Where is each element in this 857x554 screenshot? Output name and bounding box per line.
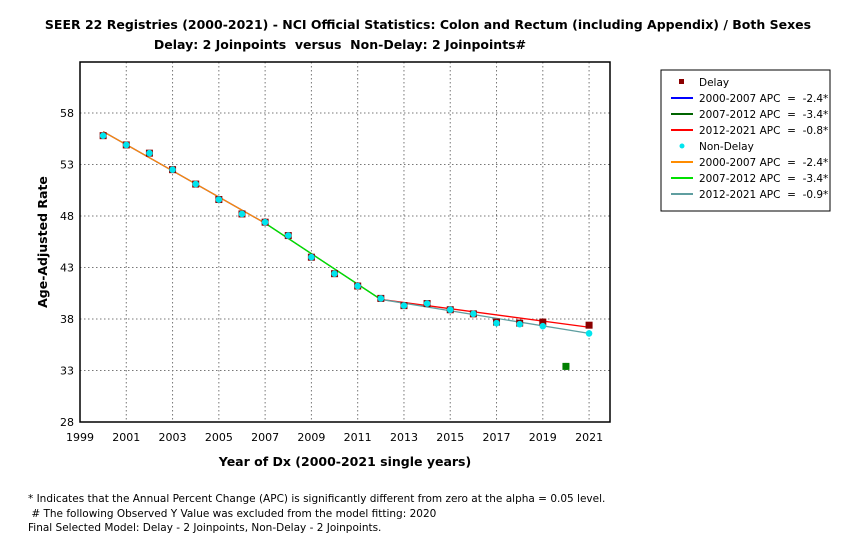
legend-label: Delay: [699, 77, 729, 89]
x-axis-label: Year of Dx (2000-2021 single years): [218, 454, 471, 469]
plot-frame: [79, 61, 611, 423]
x-tick-label: 2017: [483, 431, 511, 444]
segment-line: [102, 130, 266, 224]
x-tick-label: 2021: [575, 431, 603, 444]
legend-label: 2000-2007 APC = -2.4*: [699, 93, 828, 105]
non-delay-point: [585, 330, 593, 337]
legend-label: 2012-2021 APC = -0.9*: [699, 189, 828, 201]
legend-label: 2000-2007 APC = -2.4*: [699, 157, 828, 169]
y-tick-label: 33: [60, 365, 74, 378]
delay-point: [585, 321, 593, 329]
y-tick-label: 53: [60, 159, 74, 172]
delay-point: [539, 318, 547, 326]
non-delay-point: [446, 306, 454, 314]
x-tick-label: 2001: [112, 431, 140, 444]
x-tick-label: 2013: [390, 431, 418, 444]
legend-marker: [679, 143, 685, 149]
y-tick-label: 28: [60, 416, 74, 429]
segment-line: [264, 222, 382, 300]
non-delay-point: [470, 310, 477, 318]
y-tick-label: 58: [60, 107, 74, 120]
x-tick-label: 2011: [344, 431, 372, 444]
y-tick-label: 38: [60, 313, 74, 326]
non-delay-point: [539, 322, 547, 330]
legend: [660, 69, 831, 212]
chart-subtitle: Delay: 2 Joinpoints versus Non-Delay: 2 …: [154, 37, 526, 52]
y-axis-label: Age-Adjusted Rate: [35, 176, 50, 308]
segment-line: [380, 298, 590, 328]
x-tick-label: 2009: [297, 431, 325, 444]
legend-marker: [679, 79, 684, 84]
x-tick-label: 2019: [529, 431, 557, 444]
non-delay-point: [215, 196, 223, 203]
footnote-excluded: # The following Observed Y Value was exc…: [28, 508, 437, 520]
non-delay-point: [146, 149, 153, 157]
non-delay-point: [261, 218, 269, 226]
x-tick-label: 2015: [436, 431, 464, 444]
non-delay-point: [562, 362, 570, 370]
x-tick-label: 1999: [66, 431, 94, 444]
segment-line: [380, 298, 590, 335]
legend-label: 2012-2021 APC = -0.8*: [699, 125, 828, 137]
non-delay-point: [493, 319, 500, 327]
non-delay-point: [377, 295, 385, 302]
non-delay-point: [516, 320, 523, 328]
x-tick-label: 2007: [251, 431, 279, 444]
non-delay-point: [284, 232, 292, 239]
footnote-significance: * Indicates that the Annual Percent Chan…: [28, 493, 606, 505]
y-tick-label: 48: [60, 210, 74, 223]
non-delay-point: [122, 141, 130, 149]
legend-label: 2007-2012 APC = -3.4*: [699, 173, 828, 185]
non-delay-point: [423, 300, 431, 307]
y-tick-label: 43: [60, 262, 74, 275]
non-delay-point: [99, 132, 107, 139]
x-tick-label: 2003: [159, 431, 187, 444]
x-tick-label: 2005: [205, 431, 233, 444]
non-delay-point: [331, 270, 338, 277]
non-delay-point: [169, 166, 176, 173]
chart-title: SEER 22 Registries (2000-2021) - NCI Off…: [45, 17, 811, 32]
non-delay-point: [238, 210, 246, 218]
non-delay-point: [308, 253, 315, 261]
legend-label: 2007-2012 APC = -3.4*: [699, 109, 828, 121]
legend-label: Non-Delay: [699, 141, 754, 153]
non-delay-point: [400, 302, 408, 309]
footnote-model: Final Selected Model: Delay - 2 Joinpoin…: [28, 522, 382, 534]
non-delay-point: [354, 282, 361, 290]
non-delay-point: [192, 180, 199, 188]
